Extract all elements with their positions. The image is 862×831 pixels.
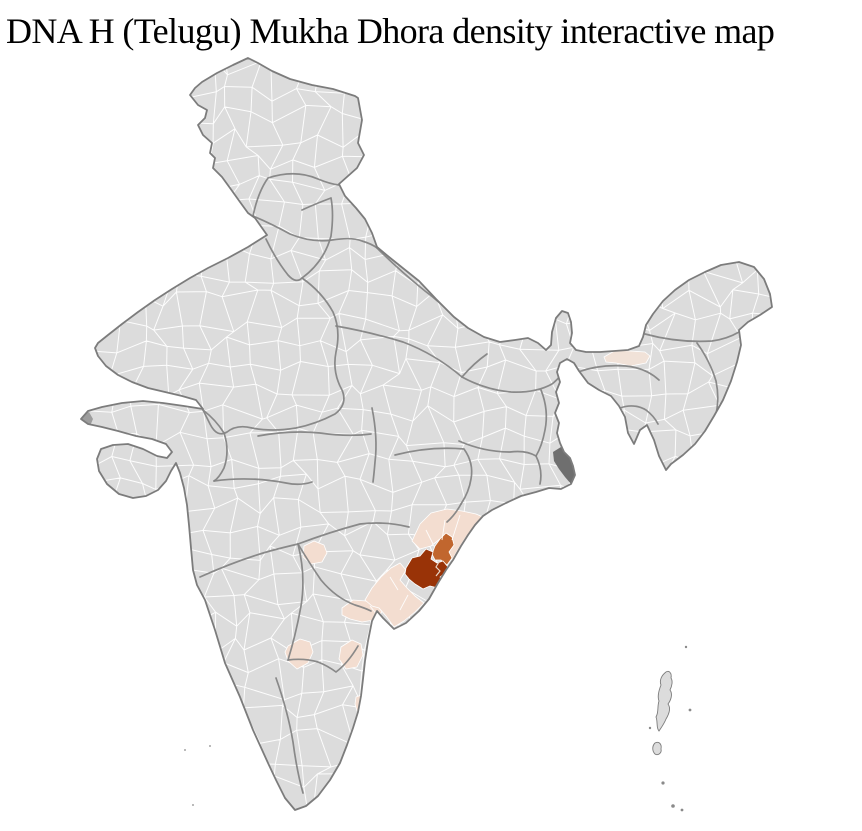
region-vizianagaram-strip[interactable] [431, 532, 455, 566]
lakshadweep-islands[interactable] [184, 745, 211, 806]
island-speck [184, 749, 186, 751]
district-borders-detail [369, 514, 461, 617]
region-godavari-coastal-belt[interactable] [364, 562, 425, 628]
page-title: DNA H (Telugu) Mukha Dhora density inter… [6, 11, 775, 51]
visakhapatnam-enclave-border [435, 561, 441, 577]
island-speck [684, 645, 688, 649]
india-landmass-group [81, 58, 772, 810]
island-speck [671, 804, 675, 808]
country-border [80, 57, 773, 811]
island-speck [680, 808, 684, 812]
island-speck [192, 804, 194, 806]
india-landmass[interactable] [81, 58, 772, 810]
state-boundaries [199, 172, 740, 794]
island-speck [648, 726, 652, 730]
andaman-main-island[interactable] [655, 670, 673, 732]
island-speck [209, 745, 211, 747]
island-speck [688, 708, 692, 712]
andaman-nicobar-islands[interactable] [648, 645, 692, 812]
island-speck [661, 781, 665, 785]
nicobar-island[interactable] [652, 741, 662, 756]
region-telangana-district[interactable] [302, 540, 328, 565]
